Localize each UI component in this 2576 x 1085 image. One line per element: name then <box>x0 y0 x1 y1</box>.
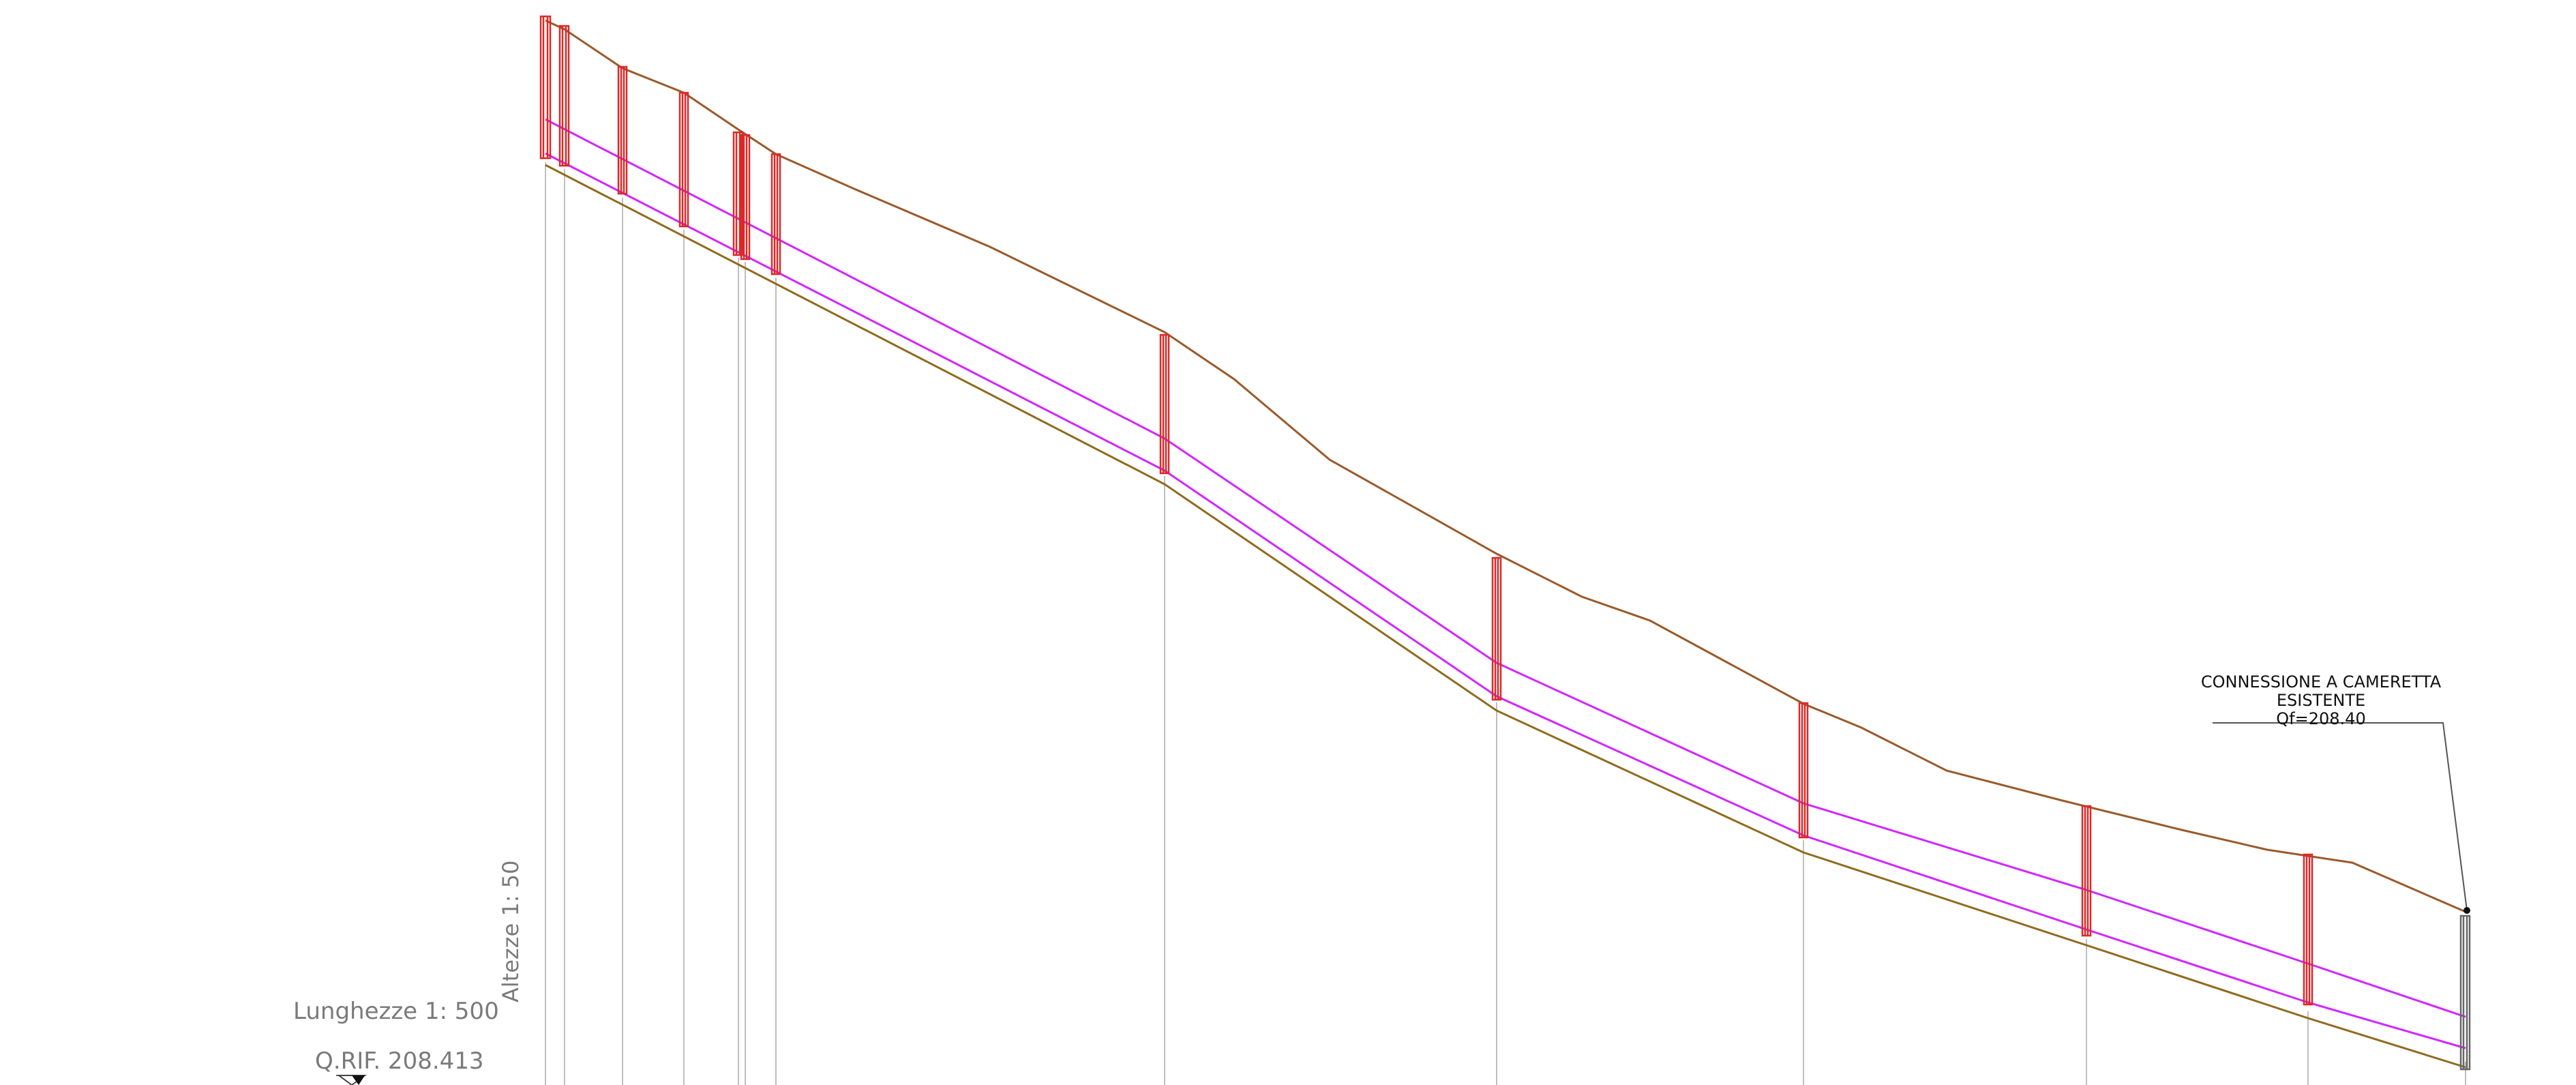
ground-profile-line <box>545 19 2466 913</box>
manhole-10 <box>1798 702 1809 839</box>
callout-line-3: Qf=208.40 <box>2276 709 2365 728</box>
callout-leader-line <box>2213 722 2468 911</box>
connection-callout: CONNESSIONE A CAMERETTA ESISTENTE Qf=208… <box>2201 672 2470 914</box>
dot-marker-icon <box>2463 907 2470 914</box>
manhole-4 <box>678 91 689 228</box>
vertical-scale-label: Altezze 1: 50 <box>498 861 524 1003</box>
callout-line-2: ESISTENTE <box>2277 691 2365 710</box>
pipe-lines <box>545 118 2466 1050</box>
manhole-1 <box>539 15 552 160</box>
manhole-7 <box>770 153 781 276</box>
manhole-2 <box>558 25 570 167</box>
triangle-elevation-marker-icon <box>336 1075 368 1085</box>
callout-line-1: CONNESSIONE A CAMERETTA <box>2201 672 2442 692</box>
existing-manhole <box>2459 915 2471 1071</box>
pipe-top-line <box>545 118 2466 1018</box>
manhole-9 <box>1491 556 1502 701</box>
manhole-3 <box>617 65 628 195</box>
reference-elevation-label: Q.RIF. 208.413 <box>315 1047 484 1075</box>
manhole-5 <box>732 131 744 256</box>
manhole-12 <box>2303 853 2313 1006</box>
manhole-8 <box>1159 333 1170 475</box>
station-reference-lines <box>545 162 2466 1085</box>
pipe-bottom-line <box>545 152 2466 1050</box>
horizontal-scale-label: Lunghezze 1: 500 <box>293 998 499 1025</box>
manholes <box>539 15 2313 1006</box>
manhole-11 <box>2081 805 2092 937</box>
trench-bottom-line <box>545 164 2466 1069</box>
manhole-6 <box>740 134 751 261</box>
